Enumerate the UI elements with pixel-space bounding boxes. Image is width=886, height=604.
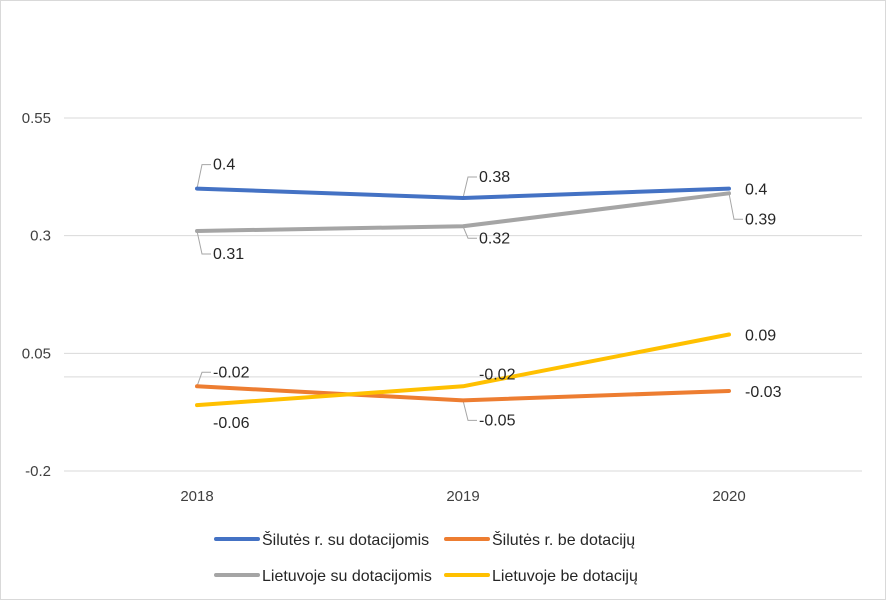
- legend-label: Lietuvoje be dotacijų: [492, 568, 638, 585]
- legend: Šilutės r. su dotacijomis Šilutės r. be d…: [214, 530, 638, 585]
- data-label: -0.02: [213, 364, 250, 381]
- label-leader: [462, 400, 477, 421]
- y-axis-ticks: 0.55 0.3 0.05 -0.2: [22, 110, 51, 480]
- legend-item-1: Šilutės r. su dotacijomis: [214, 530, 429, 549]
- data-label: -0.03: [745, 384, 782, 401]
- label-leader: [196, 371, 211, 387]
- series-line-4: [195, 332, 731, 408]
- series-lines: [195, 186, 731, 408]
- data-label: -0.02: [479, 366, 516, 383]
- data-label: 0.4: [745, 182, 767, 199]
- data-label: 0.4: [213, 157, 235, 174]
- data-label: 0.09: [745, 328, 776, 345]
- legend-item-2: Šilutės r. be dotacijų: [444, 530, 635, 549]
- data-label: 0.32: [479, 230, 510, 247]
- y-tick-label: 0.05: [22, 345, 51, 362]
- x-tick-label: 2019: [446, 488, 479, 505]
- label-leader: [196, 164, 211, 189]
- y-tick-label: 0.55: [22, 110, 51, 127]
- label-leader-lines: [196, 164, 743, 421]
- series-line-1: [195, 186, 731, 201]
- data-label: -0.05: [479, 412, 516, 429]
- legend-item-4: Lietuvoje be dotacijų: [444, 568, 638, 585]
- series-line-3: [195, 191, 731, 233]
- data-label: 0.31: [213, 246, 244, 263]
- x-tick-label: 2020: [712, 488, 745, 505]
- label-leader: [196, 230, 211, 255]
- legend-label: Šilutės r. su dotacijomis: [262, 530, 429, 549]
- data-label: -0.06: [213, 415, 250, 432]
- label-leader: [462, 176, 477, 199]
- legend-item-3: Lietuvoje su dotacijomis: [214, 568, 432, 585]
- label-leader: [462, 226, 477, 239]
- label-leader: [728, 193, 743, 220]
- x-tick-label: 2018: [180, 488, 213, 505]
- y-tick-label: -0.2: [25, 463, 51, 480]
- x-axis-ticks: 2018 2019 2020: [180, 488, 745, 505]
- y-tick-label: 0.3: [30, 228, 51, 245]
- series-line-2: [195, 384, 731, 403]
- legend-label: Šilutės r. be dotacijų: [492, 530, 635, 549]
- data-label: 0.38: [479, 169, 510, 186]
- legend-label: Lietuvoje su dotacijomis: [262, 568, 432, 585]
- data-labels: 0.4 0.38 0.4 -0.02 -0.05 -0.03 0.31 0.32 0.39 -0.…: [213, 157, 782, 433]
- gridlines: [64, 117, 862, 472]
- data-label: 0.39: [745, 211, 776, 228]
